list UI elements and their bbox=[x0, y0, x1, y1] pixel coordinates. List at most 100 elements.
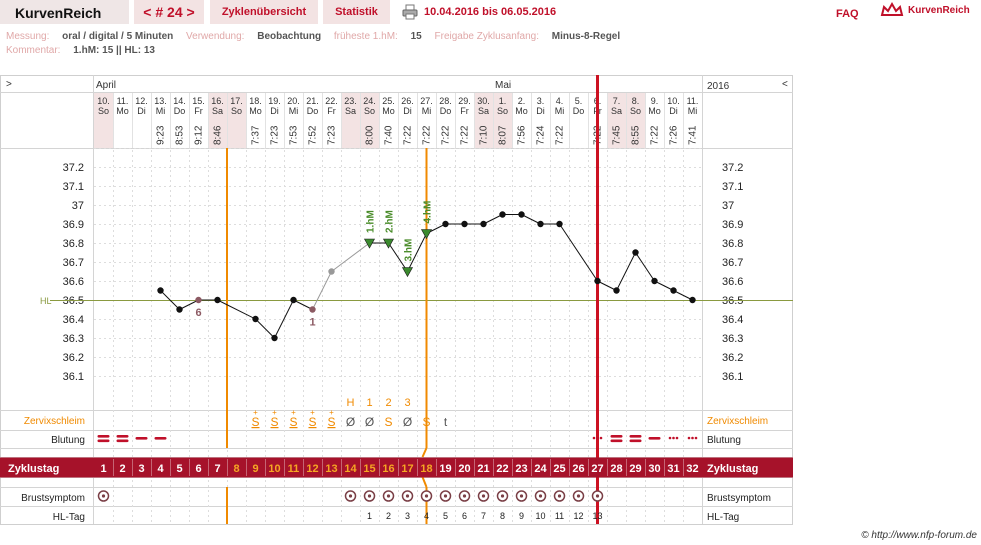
day-weekday: Di bbox=[669, 106, 678, 116]
day-date: 22. bbox=[325, 96, 338, 106]
cycle-day-number: 7 bbox=[214, 463, 220, 475]
tab-statistics[interactable]: Statistik bbox=[323, 0, 390, 24]
temp-segment bbox=[293, 299, 313, 310]
next-cycle-button[interactable]: > bbox=[186, 4, 195, 20]
hl-day-number: 11 bbox=[555, 511, 564, 521]
measure-time: 7:10 bbox=[479, 125, 490, 145]
day-weekday: So bbox=[98, 106, 109, 116]
bleeding-mark bbox=[629, 439, 642, 443]
cervical-symbol: S bbox=[384, 415, 392, 429]
cycle-day-number: 6 bbox=[195, 463, 201, 475]
temp-point bbox=[480, 220, 487, 228]
temp-segment bbox=[312, 271, 332, 310]
credit: © http://www.nfp-forum.de bbox=[861, 530, 977, 541]
bleeding-mark bbox=[648, 437, 661, 440]
temp-segment bbox=[483, 214, 503, 225]
scroll-left-button[interactable]: > bbox=[6, 79, 12, 90]
temp-point bbox=[632, 249, 639, 256]
cervical-plus: + bbox=[310, 408, 315, 417]
cycle-day-number: 29 bbox=[629, 463, 641, 475]
day-weekday: Mi bbox=[555, 106, 565, 116]
y-tick-left: 36.2 bbox=[63, 352, 84, 364]
kommentar-label: Kommentar: bbox=[6, 45, 61, 56]
excluded-point-label: 1 bbox=[309, 317, 315, 329]
cycle-day-number: 23 bbox=[515, 463, 527, 475]
day-date: 20. bbox=[287, 96, 300, 106]
temp-point bbox=[461, 220, 468, 228]
day-weekday: Mi bbox=[422, 106, 432, 116]
breast-symptom-dot bbox=[367, 494, 372, 498]
cervical-symbol: S bbox=[327, 415, 335, 429]
day-date: 16. bbox=[211, 96, 224, 106]
measurement-info: Messung: oral / digital / 5 Minuten Verw… bbox=[6, 31, 630, 42]
day-weekday: Mi bbox=[688, 106, 698, 116]
y-tick-right: 37.2 bbox=[722, 162, 743, 174]
day-weekday: Sa bbox=[345, 106, 356, 116]
cervical-plus: + bbox=[272, 408, 277, 417]
day-date: 17. bbox=[230, 96, 243, 106]
day-weekday: Mo bbox=[515, 106, 528, 116]
weekend-shade bbox=[94, 93, 113, 148]
day-weekday: Mi bbox=[289, 106, 299, 116]
scroll-right-button[interactable]: < bbox=[782, 79, 788, 90]
temp-segment bbox=[217, 299, 256, 320]
cycle-day-number: 11 bbox=[288, 463, 300, 475]
cycle-day-number: 22 bbox=[496, 463, 508, 475]
y-tick-right: 36.9 bbox=[722, 219, 743, 231]
faq-link[interactable]: FAQ bbox=[836, 8, 859, 20]
bleeding-mark bbox=[610, 439, 623, 443]
temp-segment bbox=[274, 299, 294, 339]
tab-cycle-overview[interactable]: Zyklenübersicht bbox=[210, 0, 318, 24]
temp-point bbox=[689, 296, 696, 304]
printer-icon[interactable] bbox=[402, 4, 418, 20]
cervical-row-label: Zervixschleim bbox=[707, 416, 768, 427]
cervical-plus: + bbox=[329, 408, 334, 417]
temp-point bbox=[499, 211, 506, 218]
measure-time: 7:41 bbox=[688, 125, 699, 145]
hm-marker bbox=[363, 238, 376, 249]
temp-point bbox=[328, 268, 335, 275]
breast-symptom-dot bbox=[519, 494, 524, 498]
day-weekday: So bbox=[630, 106, 641, 116]
temp-segment bbox=[407, 233, 427, 272]
cervical-plus: + bbox=[291, 408, 296, 417]
cycle-day-number: 17 bbox=[401, 463, 413, 475]
prev-cycle-button[interactable]: < bbox=[143, 4, 152, 20]
day-weekday: Do bbox=[573, 106, 585, 116]
hm-counter-label: H bbox=[347, 397, 355, 409]
day-weekday: Mo bbox=[648, 106, 661, 116]
hm-label: 1.hM bbox=[366, 210, 377, 233]
day-date: 11. bbox=[687, 96, 699, 106]
brand-title: KurvenReich bbox=[0, 0, 129, 24]
day-date: 13. bbox=[154, 96, 167, 106]
weekend-shade bbox=[208, 93, 227, 148]
temp-point bbox=[290, 296, 297, 304]
day-date: 29. bbox=[458, 96, 471, 106]
hm-counter-label: 2 bbox=[385, 397, 391, 409]
y-tick-left: 36.4 bbox=[63, 314, 84, 326]
cervical-symbol: S bbox=[422, 415, 430, 429]
frueheste-label: früheste 1.hM: bbox=[333, 31, 398, 42]
day-date: 9. bbox=[651, 96, 659, 106]
cycle-day-number: 25 bbox=[553, 463, 565, 475]
cycle-day-number: 1 bbox=[100, 463, 106, 475]
temp-point bbox=[214, 296, 221, 304]
cervical-row-label: Zervixschleim bbox=[24, 416, 85, 427]
measure-time: 7:23 bbox=[327, 125, 338, 145]
measure-time: 7:37 bbox=[251, 125, 262, 145]
weekend-shade bbox=[360, 93, 379, 148]
hm-counter-label: 3 bbox=[404, 397, 410, 409]
day-weekday: So bbox=[364, 106, 375, 116]
verwendung-label: Verwendung: bbox=[186, 31, 245, 42]
temp-point bbox=[556, 220, 563, 228]
day-date: 19. bbox=[268, 96, 281, 106]
day-date: 27. bbox=[420, 96, 433, 106]
month-label: April bbox=[96, 80, 116, 91]
bleeding-row-label: Blutung bbox=[707, 435, 741, 446]
bleeding-mark bbox=[97, 439, 110, 443]
day-weekday: Do bbox=[440, 106, 452, 116]
temp-point bbox=[442, 220, 449, 228]
temp-segment bbox=[388, 242, 408, 272]
temp-point bbox=[651, 277, 658, 285]
cervical-symbol: t bbox=[444, 415, 448, 429]
